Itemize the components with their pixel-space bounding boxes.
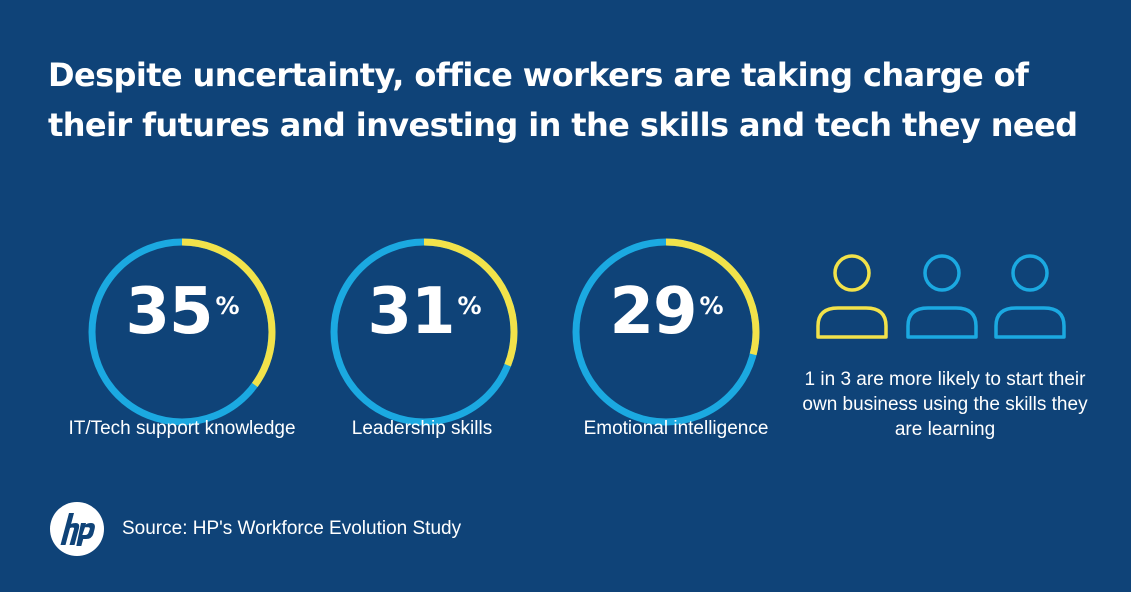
stat-unit: % [215, 292, 240, 320]
person-icon [994, 254, 1066, 339]
stat-label: IT/Tech support knowledge [68, 418, 296, 439]
stat-unit: % [699, 292, 724, 320]
people-icons [816, 254, 1066, 339]
donut-segment [88, 238, 276, 426]
stat-value: 31% [304, 274, 544, 350]
stat-donut-it-tech: 35% [62, 212, 302, 452]
stat-donut-leadership: 31% [304, 212, 544, 452]
donut-segment [330, 238, 518, 426]
stat-value: 29% [546, 274, 786, 350]
person-icon [906, 254, 978, 339]
stat-label: Emotional intelligence [583, 418, 769, 439]
stat-donut-emotional: 29% [546, 212, 786, 452]
source-text: Source: HP's Workforce Evolution Study [122, 518, 462, 539]
stat-label: Leadership skills [351, 418, 493, 439]
donut-ring [572, 238, 760, 426]
headline-line-1: Despite uncertainty, office workers are … [48, 56, 1029, 94]
people-stat-text: 1 in 3 are more likely to start their ow… [802, 369, 1088, 440]
donut-segment [572, 238, 760, 426]
headline: Despite uncertainty, office workers are … [48, 50, 1098, 150]
headline-line-2: their futures and investing in the skill… [48, 106, 1078, 144]
stat-number: 35 [125, 275, 213, 349]
hp-logo [50, 502, 104, 556]
stat-number: 29 [609, 275, 697, 349]
stat-unit: % [457, 292, 482, 320]
donut-ring [88, 238, 276, 426]
stat-value: 35% [62, 274, 302, 350]
stat-number: 31 [367, 275, 455, 349]
person-icon [816, 254, 888, 339]
donut-ring [330, 238, 518, 426]
